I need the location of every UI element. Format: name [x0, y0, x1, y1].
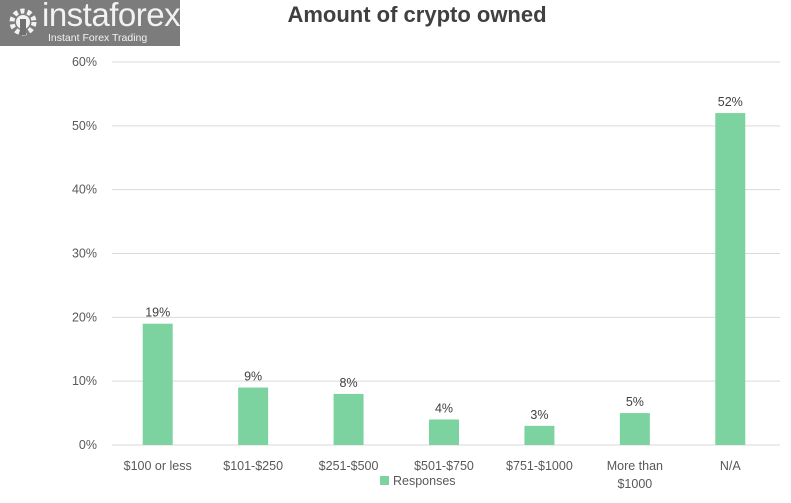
watermark-tagline: Instant Forex Trading [48, 32, 148, 44]
gear-logo-icon [9, 8, 37, 36]
x-tick-label: $100 or less [124, 459, 192, 473]
y-tick-label: 40% [72, 183, 97, 197]
x-tick-label: $101-$250 [223, 459, 283, 473]
x-tick-label: $751-$1000 [506, 459, 573, 473]
data-label: 3% [530, 408, 548, 422]
data-label: 4% [435, 401, 453, 415]
y-tick-label: 10% [72, 374, 97, 388]
data-label: 9% [244, 370, 262, 384]
x-tick-label: $1000 [617, 477, 652, 491]
x-tick-label: $251-$500 [319, 459, 379, 473]
y-tick-label: 50% [72, 119, 97, 133]
y-tick-label: 30% [72, 247, 97, 261]
data-label: 52% [718, 95, 743, 109]
bar [715, 113, 746, 446]
bar [333, 393, 364, 445]
y-tick-label: 60% [72, 55, 97, 69]
bar [619, 413, 650, 445]
y-tick-label: 20% [72, 310, 97, 324]
bar [524, 425, 555, 445]
bar [429, 419, 459, 445]
x-tick-label: More than [607, 459, 663, 473]
x-tick-label: N/A [720, 459, 742, 473]
legend-label: Responses [393, 474, 456, 488]
watermark-brand: instaforex [42, 0, 181, 33]
chart-title: Amount of crypto owned [287, 2, 546, 27]
legend-swatch [380, 476, 389, 485]
y-tick-label: 0% [79, 438, 97, 452]
bar [142, 323, 173, 445]
data-label: 19% [145, 306, 170, 320]
legend: Responses [380, 474, 456, 488]
bar [238, 387, 269, 445]
data-label: 5% [626, 395, 644, 409]
x-tick-label: $501-$750 [414, 459, 474, 473]
watermark-logo: instaforex Instant Forex Trading [0, 0, 181, 46]
data-label: 8% [340, 376, 358, 390]
